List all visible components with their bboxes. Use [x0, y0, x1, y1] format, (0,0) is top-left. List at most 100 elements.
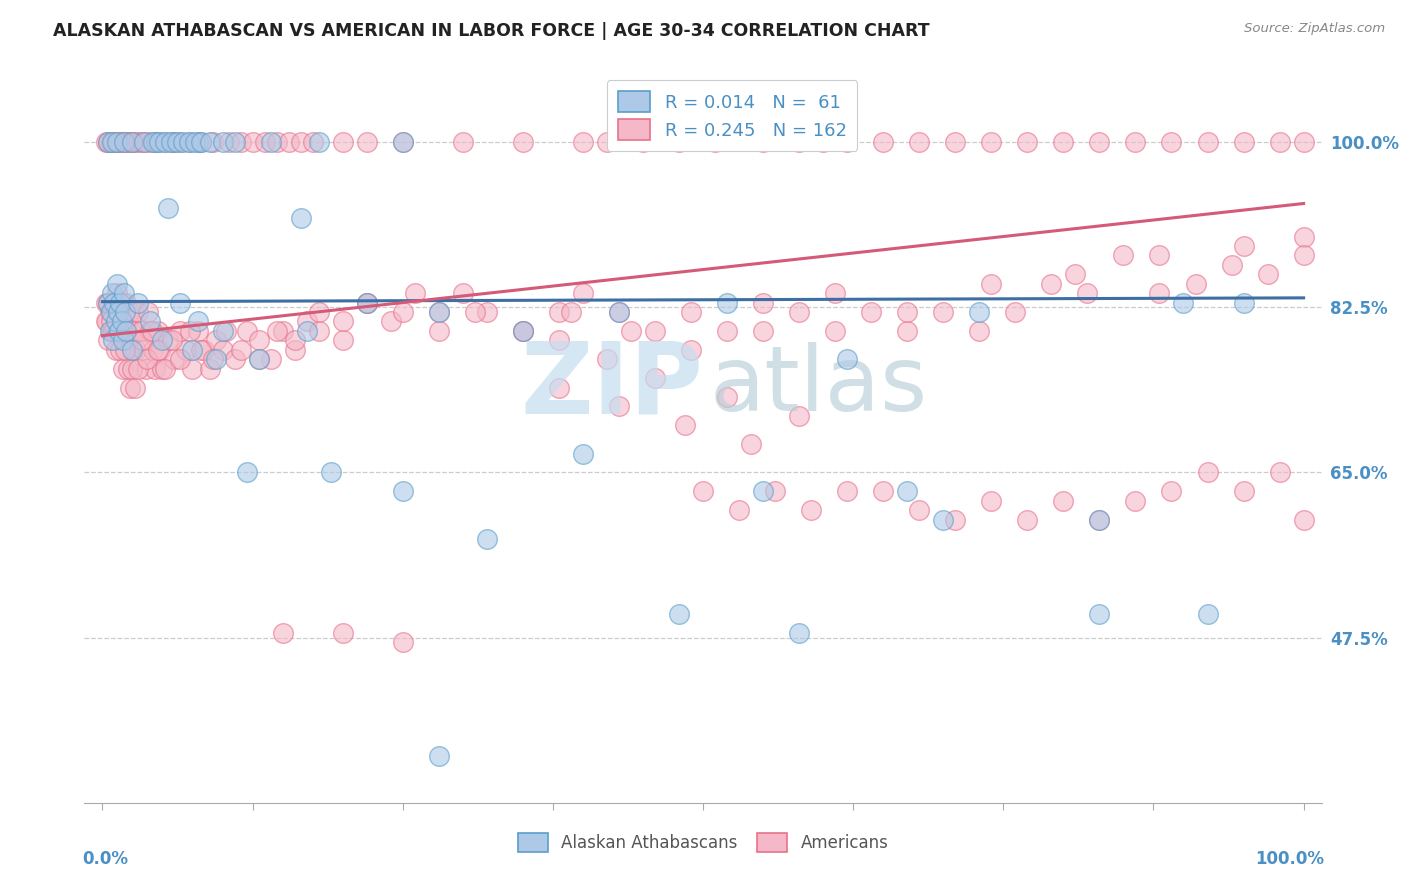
Point: [560, 305, 582, 319]
Point: [103, 334, 125, 348]
Point: [1197, 607, 1219, 621]
Point: [1088, 513, 1111, 527]
Point: [356, 295, 378, 310]
Point: [153, 361, 176, 376]
Point: [169, 324, 191, 338]
Point: [1149, 286, 1171, 301]
Point: [943, 135, 966, 149]
Point: [121, 135, 143, 149]
Point: [247, 352, 270, 367]
Point: [100, 135, 122, 149]
Point: [146, 135, 169, 149]
Point: [427, 748, 450, 763]
Point: [391, 484, 413, 499]
Point: [117, 314, 139, 328]
Point: [1017, 513, 1039, 527]
Point: [787, 409, 810, 423]
Point: [247, 334, 270, 348]
Point: [218, 135, 240, 149]
Point: [266, 135, 288, 149]
Point: [193, 343, 215, 357]
Point: [1017, 135, 1039, 149]
Point: [135, 361, 157, 376]
Point: [271, 626, 294, 640]
Point: [872, 135, 894, 149]
Point: [391, 135, 413, 149]
Point: [163, 135, 186, 149]
Point: [114, 324, 136, 338]
Point: [114, 305, 136, 319]
Point: [100, 305, 122, 319]
Point: [215, 324, 238, 338]
Point: [107, 305, 129, 319]
Point: [124, 324, 146, 338]
Point: [169, 295, 191, 310]
Point: [111, 135, 134, 149]
Point: [716, 390, 738, 404]
Point: [242, 135, 264, 149]
Point: [112, 286, 135, 301]
Point: [160, 135, 183, 149]
Point: [104, 343, 127, 357]
Point: [120, 324, 142, 338]
Point: [631, 135, 654, 149]
Point: [356, 135, 378, 149]
Point: [229, 343, 252, 357]
Point: [668, 607, 690, 621]
Point: [740, 437, 762, 451]
Point: [464, 305, 486, 319]
Point: [205, 334, 228, 348]
Point: [295, 314, 318, 328]
Point: [163, 352, 186, 367]
Point: [1088, 135, 1111, 149]
Point: [668, 135, 690, 149]
Point: [103, 295, 125, 310]
Point: [101, 135, 124, 149]
Point: [908, 135, 931, 149]
Point: [1040, 277, 1063, 291]
Point: [127, 135, 149, 149]
Point: [211, 135, 233, 149]
Point: [112, 305, 135, 319]
Point: [201, 352, 224, 367]
Text: atlas: atlas: [709, 342, 928, 430]
Point: [1292, 229, 1315, 244]
Point: [103, 295, 125, 310]
Point: [200, 135, 222, 149]
Point: [160, 135, 183, 149]
Point: [118, 334, 141, 348]
Point: [1052, 493, 1074, 508]
Point: [308, 135, 330, 149]
Point: [980, 277, 1002, 291]
Point: [247, 352, 270, 367]
Point: [259, 135, 281, 149]
Point: [1292, 248, 1315, 262]
Point: [110, 314, 132, 328]
Point: [121, 343, 143, 357]
Point: [332, 626, 354, 640]
Point: [1064, 267, 1087, 281]
Point: [177, 135, 200, 149]
Text: ZIP: ZIP: [520, 337, 703, 434]
Point: [114, 343, 136, 357]
Point: [110, 314, 132, 328]
Point: [152, 334, 174, 348]
Point: [1197, 135, 1219, 149]
Point: [136, 305, 159, 319]
Text: ALASKAN ATHABASCAN VS AMERICAN IN LABOR FORCE | AGE 30-34 CORRELATION CHART: ALASKAN ATHABASCAN VS AMERICAN IN LABOR …: [53, 22, 929, 40]
Point: [391, 635, 413, 649]
Point: [679, 305, 702, 319]
Point: [96, 314, 118, 328]
Point: [153, 135, 176, 149]
Point: [211, 324, 233, 338]
Point: [184, 135, 207, 149]
Point: [1220, 258, 1243, 272]
Point: [356, 295, 378, 310]
Point: [1173, 295, 1195, 310]
Point: [837, 352, 859, 367]
Point: [1184, 277, 1206, 291]
Point: [200, 361, 222, 376]
Point: [1112, 248, 1135, 262]
Point: [157, 334, 180, 348]
Point: [111, 334, 134, 348]
